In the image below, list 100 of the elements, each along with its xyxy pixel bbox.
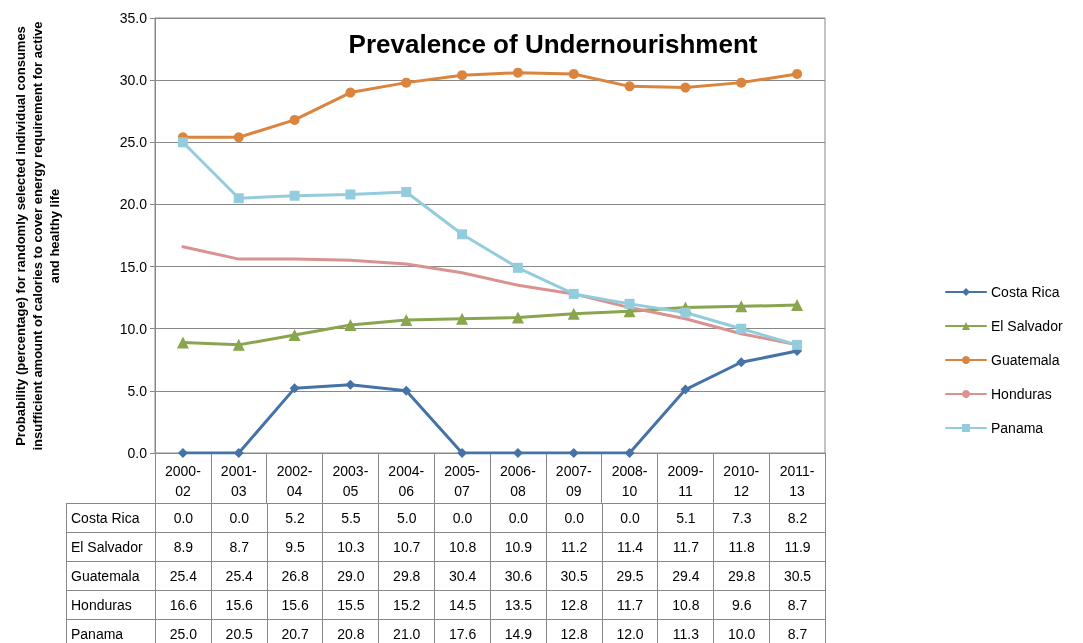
y-tick-label: 10.0 [119, 320, 148, 337]
data-label: 11.7 [602, 590, 658, 620]
x-tick-label: 2004-06 [388, 463, 425, 499]
point [233, 132, 244, 143]
point [624, 448, 635, 458]
data-label: 0.0 [155, 503, 212, 533]
y-tick-label: 15.0 [119, 258, 148, 275]
data-label: 30.6 [490, 561, 547, 591]
point [736, 77, 747, 88]
point [345, 189, 356, 200]
data-label: 29.0 [322, 561, 379, 591]
point [791, 299, 804, 312]
point [289, 190, 300, 201]
y-tick-label: 20.0 [119, 196, 148, 213]
point [401, 77, 412, 88]
y-tick-label: 30.0 [119, 72, 148, 89]
data-label: 9.6 [713, 590, 770, 620]
x-tick-label: 2000-02 [165, 463, 202, 499]
text: Honduras [71, 597, 132, 613]
point [401, 385, 412, 396]
data-label: 12.8 [546, 590, 603, 620]
point [401, 187, 412, 197]
data-label: 0.0 [490, 503, 547, 533]
data-label: 10.8 [434, 532, 491, 562]
data-label: 11.9 [769, 532, 826, 562]
data-label: 29.4 [657, 561, 714, 591]
data-label: 29.5 [602, 561, 658, 591]
data-label: 5.5 [322, 503, 379, 533]
x-tick-label: 2001-03 [220, 463, 257, 499]
data-label: 8.7 [769, 619, 826, 643]
chart-title: Prevalence of Undernourishment [348, 29, 758, 59]
data-label: 15.6 [267, 590, 323, 620]
data-label: 15.5 [322, 590, 379, 620]
data-label: 7.3 [713, 503, 770, 533]
data-label: 13.5 [490, 590, 547, 620]
data-label: 30.4 [434, 561, 491, 591]
point [177, 137, 188, 148]
data-label: 25.0 [155, 619, 212, 643]
data-label: 25.4 [155, 561, 212, 591]
data-label: 12.0 [602, 619, 658, 643]
point [680, 82, 691, 93]
data-label: 20.7 [267, 619, 323, 643]
data-label: 10.0 [713, 619, 770, 643]
data-label: 10.7 [378, 532, 435, 562]
y-axis-title: Probability (percentage) for randomly selected individual consumes insufficient amount of calories to cover energy requirement for active and healthy life [12, 19, 63, 453]
data-label: 30.5 [769, 561, 826, 591]
point [233, 193, 244, 204]
data-label: 5.0 [378, 503, 435, 533]
data-label: 30.5 [546, 561, 603, 591]
point [512, 262, 523, 273]
text: El Salvador [71, 539, 143, 555]
legend-label: Honduras [991, 386, 1052, 402]
x-tick-label: 2002-04 [276, 463, 313, 499]
data-label: 20.8 [322, 619, 379, 643]
x-tick-label: 2008-10 [611, 463, 648, 499]
point [568, 288, 579, 299]
data-label: 11.2 [546, 532, 603, 562]
data-label: 10.9 [490, 532, 547, 562]
point [624, 298, 635, 309]
data-label: 26.8 [267, 561, 323, 591]
point [345, 379, 356, 390]
point [680, 307, 691, 318]
point [457, 70, 468, 81]
point [456, 312, 469, 325]
x-tick-label: 2006-08 [500, 463, 537, 499]
text: Guatemala [71, 568, 140, 584]
data-label: 11.7 [657, 532, 714, 562]
point [735, 300, 748, 313]
point [177, 448, 188, 458]
data-label: 21.0 [378, 619, 435, 643]
point [568, 68, 579, 79]
data-label: 5.2 [267, 503, 323, 533]
x-tick-label: 2010-12 [723, 463, 760, 499]
data-label: 16.6 [155, 590, 212, 620]
point [736, 357, 747, 368]
data-label: 8.7 [211, 532, 268, 562]
point [345, 87, 356, 98]
legend-label: Guatemala [991, 352, 1060, 368]
data-label: 14.5 [434, 590, 491, 620]
point [289, 383, 300, 394]
data-label: 0.0 [211, 503, 268, 533]
data-label: 10.3 [322, 532, 379, 562]
data-label: 11.8 [713, 532, 770, 562]
point [680, 384, 691, 395]
point [176, 336, 189, 349]
x-tick-label: 2011-13 [779, 463, 815, 499]
data-label: 8.7 [769, 590, 826, 620]
point [512, 67, 523, 78]
data-label: 20.5 [211, 619, 268, 643]
point [624, 81, 635, 92]
data-label: 0.0 [602, 503, 658, 533]
data-label: 8.9 [155, 532, 212, 562]
data-label: 29.8 [713, 561, 770, 591]
data-label: 12.8 [546, 619, 603, 643]
text: Costa Rica [71, 510, 140, 526]
point [289, 114, 300, 125]
data-label: 15.2 [378, 590, 435, 620]
point [400, 314, 413, 327]
data-label: 14.9 [490, 619, 547, 643]
text: Panama [71, 626, 124, 642]
